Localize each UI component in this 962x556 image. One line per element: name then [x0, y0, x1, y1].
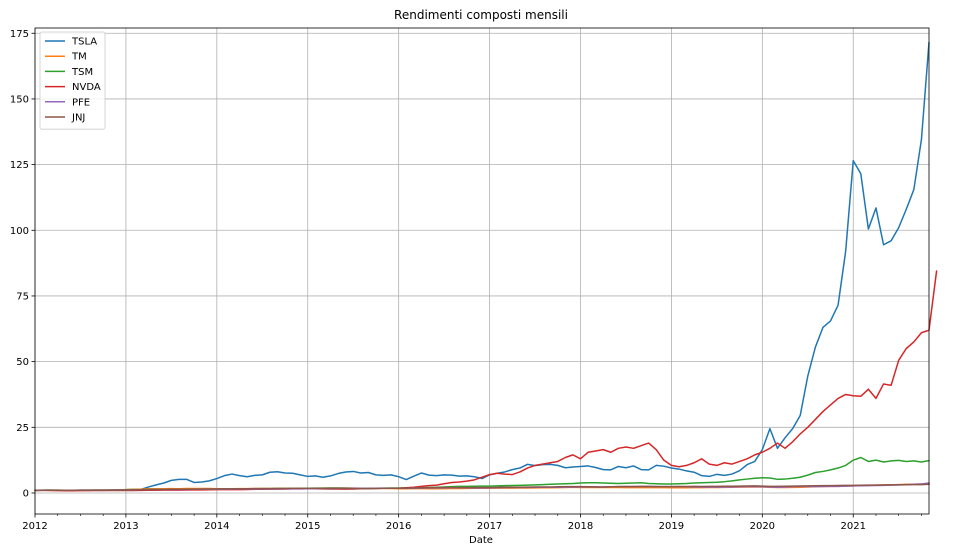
- x-tick-label: 2020: [750, 521, 775, 532]
- y-tick-label: 75: [16, 291, 29, 302]
- chart-title: Rendimenti composti mensili: [394, 8, 568, 22]
- x-tick-label: 2013: [113, 521, 138, 532]
- series-line-jnj: [34, 483, 930, 492]
- x-axis-label: Date: [469, 535, 493, 546]
- x-tick-label: 2014: [204, 521, 229, 532]
- plot-frame: [34, 27, 930, 515]
- legend-label-tsla: TSLA: [71, 37, 97, 48]
- x-tick-label: 2012: [22, 521, 47, 532]
- y-axis-ticks: 0 25 50 75 100 125 150 175: [10, 29, 35, 499]
- y-tick-label: 50: [16, 357, 29, 368]
- series-lines: [34, 41, 938, 492]
- legend-label-tsm: TSM: [71, 67, 93, 78]
- x-tick-label: 2015: [295, 521, 320, 532]
- x-tick-label: 2016: [386, 521, 411, 532]
- y-tick-label: 150: [10, 94, 29, 105]
- legend-label-jnj: JNJ: [71, 113, 85, 124]
- legend-label-pfe: PFE: [72, 97, 90, 108]
- legend-label-tm: TM: [71, 52, 87, 63]
- x-tick-label: 2019: [659, 521, 684, 532]
- y-tick-label: 125: [10, 160, 29, 171]
- x-axis-ticks: 2012 2013 2014 2015 2016 2017 2018 2019 2020 2021: [22, 514, 922, 532]
- x-tick-label: 2017: [477, 521, 502, 532]
- y-tick-label: 175: [10, 29, 29, 40]
- x-tick-label: 2021: [841, 521, 866, 532]
- legend: TSLA TM TSM NVDA PFE JNJ: [39, 31, 106, 130]
- legend-label-nvda: NVDA: [72, 82, 101, 93]
- x-tick-label: 2018: [568, 521, 593, 532]
- y-tick-label: 100: [10, 226, 29, 237]
- grid-lines: [34, 28, 929, 514]
- y-tick-label: 25: [16, 423, 29, 434]
- y-tick-label: 0: [23, 488, 29, 499]
